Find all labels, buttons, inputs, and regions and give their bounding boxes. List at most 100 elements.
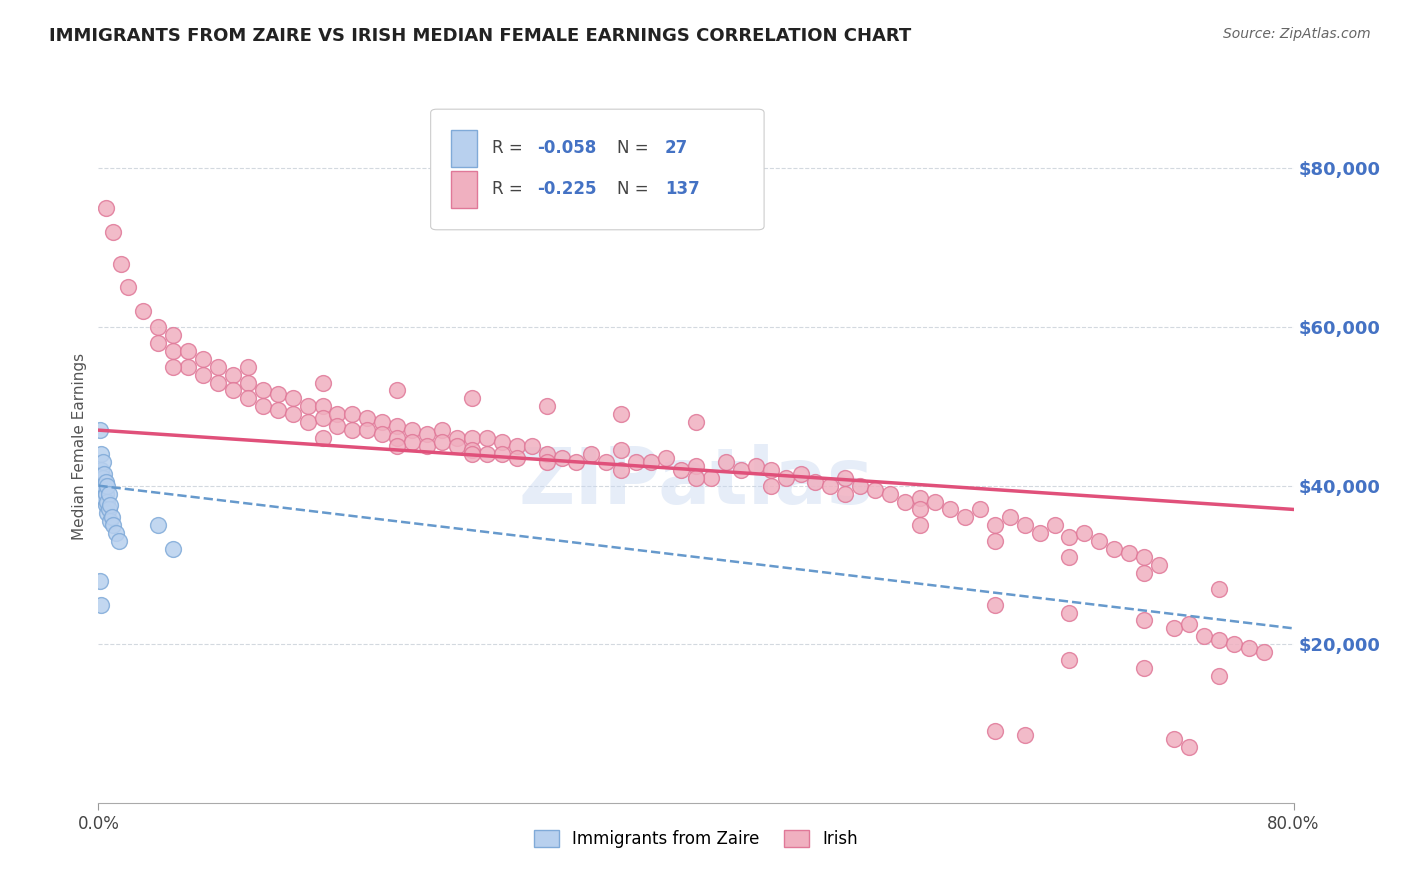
- Point: [640, 455, 662, 469]
- Point: [416, 439, 439, 453]
- Point: [669, 463, 692, 477]
- Point: [311, 411, 333, 425]
- Point: [103, 225, 125, 239]
- Point: [103, 518, 125, 533]
- Point: [1163, 732, 1185, 747]
- Point: [1208, 669, 1230, 683]
- Point: [252, 384, 274, 398]
- Legend: Immigrants from Zaire, Irish: Immigrants from Zaire, Irish: [527, 823, 865, 855]
- Point: [446, 439, 468, 453]
- Point: [98, 514, 122, 528]
- Point: [506, 439, 529, 453]
- Point: [93, 491, 115, 505]
- Point: [685, 458, 707, 473]
- Point: [536, 447, 558, 461]
- Point: [1253, 645, 1275, 659]
- Point: [626, 455, 648, 469]
- Point: [908, 502, 931, 516]
- Point: [105, 526, 128, 541]
- Point: [342, 423, 364, 437]
- Text: -0.225: -0.225: [537, 180, 596, 198]
- Point: [759, 463, 782, 477]
- Point: [475, 447, 498, 461]
- Point: [506, 450, 529, 465]
- Point: [236, 359, 259, 374]
- Point: [461, 442, 484, 457]
- Point: [401, 435, 423, 450]
- Point: [1133, 661, 1156, 675]
- Point: [326, 407, 349, 421]
- Point: [789, 467, 811, 481]
- Point: [94, 486, 117, 500]
- Point: [759, 478, 782, 492]
- Point: [1178, 617, 1201, 632]
- Text: -0.058: -0.058: [537, 139, 596, 157]
- Point: [110, 257, 132, 271]
- Point: [207, 359, 229, 374]
- Point: [446, 431, 468, 445]
- FancyBboxPatch shape: [451, 170, 477, 208]
- Point: [311, 400, 333, 414]
- Point: [89, 574, 111, 588]
- Point: [1208, 633, 1230, 648]
- Point: [297, 400, 319, 414]
- Point: [998, 510, 1021, 524]
- Point: [879, 486, 901, 500]
- Point: [984, 534, 1007, 549]
- Point: [1178, 740, 1201, 755]
- Point: [385, 384, 409, 398]
- Point: [475, 431, 498, 445]
- Y-axis label: Median Female Earnings: Median Female Earnings: [72, 352, 87, 540]
- Point: [236, 376, 259, 390]
- Point: [311, 376, 333, 390]
- Point: [1147, 558, 1170, 572]
- Point: [89, 423, 111, 437]
- Point: [371, 427, 394, 442]
- Point: [385, 419, 409, 434]
- Point: [281, 407, 304, 421]
- Point: [1133, 566, 1156, 580]
- Point: [1073, 526, 1095, 541]
- Point: [1133, 614, 1156, 628]
- Point: [97, 486, 120, 500]
- Point: [536, 455, 558, 469]
- Point: [222, 368, 245, 382]
- Point: [430, 435, 453, 450]
- Point: [1163, 621, 1185, 635]
- Point: [132, 304, 155, 318]
- Point: [401, 423, 423, 437]
- FancyBboxPatch shape: [430, 109, 763, 230]
- Point: [1014, 518, 1036, 533]
- Point: [297, 415, 319, 429]
- Point: [96, 507, 118, 521]
- Point: [655, 450, 678, 465]
- Point: [610, 442, 633, 457]
- Point: [491, 447, 513, 461]
- Point: [191, 351, 214, 366]
- Point: [93, 467, 115, 481]
- Point: [1192, 629, 1215, 643]
- Point: [908, 491, 931, 505]
- Point: [834, 471, 856, 485]
- Point: [1028, 526, 1050, 541]
- Point: [90, 598, 112, 612]
- Point: [894, 494, 917, 508]
- Point: [834, 486, 856, 500]
- Point: [90, 447, 112, 461]
- Text: ZIPatlas: ZIPatlas: [519, 443, 873, 520]
- Point: [148, 320, 170, 334]
- Point: [953, 510, 976, 524]
- Point: [416, 427, 439, 442]
- Point: [1059, 530, 1081, 544]
- Point: [1223, 637, 1246, 651]
- Text: IMMIGRANTS FROM ZAIRE VS IRISH MEDIAN FEMALE EARNINGS CORRELATION CHART: IMMIGRANTS FROM ZAIRE VS IRISH MEDIAN FE…: [49, 27, 911, 45]
- Point: [1118, 546, 1140, 560]
- Point: [91, 455, 114, 469]
- Point: [581, 447, 603, 461]
- Point: [267, 403, 290, 417]
- Point: [162, 343, 184, 358]
- Point: [96, 478, 118, 492]
- Point: [536, 400, 558, 414]
- Point: [177, 359, 200, 374]
- Point: [91, 471, 114, 485]
